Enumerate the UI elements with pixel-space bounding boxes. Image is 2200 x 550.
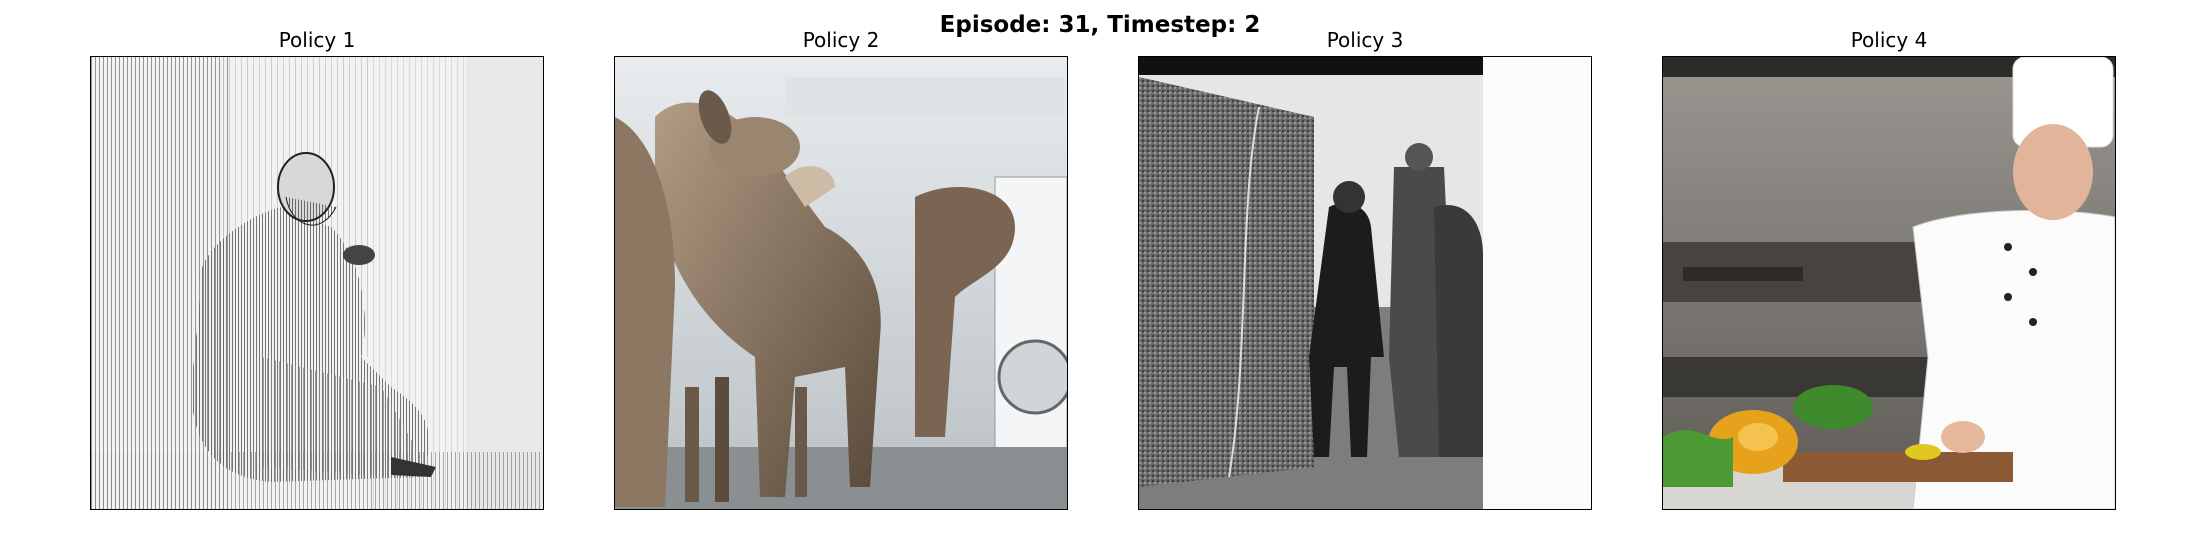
policy-panel-4: Policy 4	[1662, 28, 2116, 510]
chef-in-kitchen-photo	[1663, 57, 2115, 509]
policy-panel-3: Policy 3	[1138, 28, 1592, 510]
figure-title: Episode: 31, Timestep: 2	[939, 12, 1261, 38]
policy-4-image	[1662, 56, 2116, 510]
panel-title-4: Policy 4	[1850, 28, 1928, 52]
panel-title-1: Policy 1	[278, 28, 356, 52]
policy-3-image	[1138, 56, 1592, 510]
policy-1-image	[90, 56, 544, 510]
men-by-wall-photo	[1139, 57, 1591, 509]
engraving-seated-man-illustration	[91, 57, 543, 509]
fawns-in-lab-photo	[615, 57, 1067, 509]
policy-panel-2: Policy 2	[614, 28, 1068, 510]
panel-title-3: Policy 3	[1326, 28, 1404, 52]
panel-title-2: Policy 2	[802, 28, 880, 52]
policy-panel-1: Policy 1	[90, 28, 544, 510]
policy-2-image	[614, 56, 1068, 510]
